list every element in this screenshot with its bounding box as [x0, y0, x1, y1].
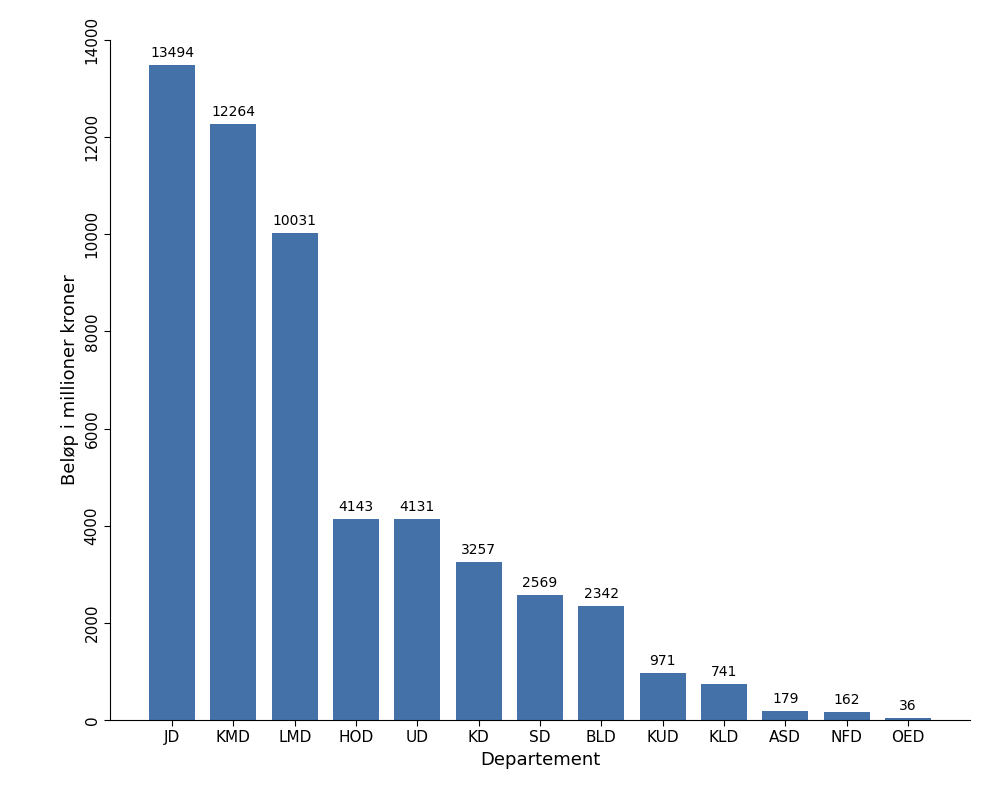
Text: 10031: 10031 [273, 214, 317, 228]
Text: 4131: 4131 [400, 501, 435, 514]
Bar [149, 65, 195, 720]
Text: 741: 741 [711, 665, 737, 679]
Text: 3257: 3257 [461, 543, 496, 557]
X-axis label: Departement: Departement [480, 751, 600, 769]
Text: 179: 179 [772, 693, 799, 706]
Y-axis label: Beløp i millioner kroner: Beløp i millioner kroner [61, 274, 79, 486]
Bar [762, 711, 808, 720]
Bar [456, 562, 502, 720]
Bar [210, 124, 256, 720]
Text: 971: 971 [649, 654, 676, 668]
Bar [394, 519, 440, 720]
Text: 13494: 13494 [150, 46, 194, 60]
Text: 162: 162 [833, 694, 860, 707]
Bar [333, 518, 379, 720]
Text: 4143: 4143 [338, 500, 374, 514]
Bar [578, 606, 624, 720]
Text: 36: 36 [899, 699, 917, 714]
Bar [640, 673, 686, 720]
Bar [824, 712, 870, 720]
Text: 2569: 2569 [522, 576, 558, 590]
Bar [272, 233, 318, 720]
Text: 12264: 12264 [211, 106, 255, 119]
Bar [517, 595, 563, 720]
Bar [701, 684, 747, 720]
Text: 2342: 2342 [584, 587, 619, 602]
Bar [885, 718, 931, 720]
